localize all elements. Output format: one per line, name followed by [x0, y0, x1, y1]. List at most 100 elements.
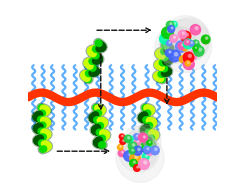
Circle shape: [123, 140, 124, 141]
Circle shape: [188, 51, 197, 60]
Circle shape: [140, 145, 142, 147]
Circle shape: [169, 42, 171, 43]
Circle shape: [138, 148, 140, 151]
Circle shape: [174, 23, 176, 24]
Circle shape: [169, 51, 171, 53]
Circle shape: [195, 47, 197, 48]
Circle shape: [202, 36, 209, 44]
Circle shape: [120, 139, 126, 144]
Circle shape: [179, 56, 186, 63]
Circle shape: [136, 135, 138, 137]
Circle shape: [137, 166, 139, 168]
Circle shape: [188, 41, 194, 46]
Circle shape: [190, 25, 200, 35]
Circle shape: [147, 147, 150, 150]
Circle shape: [140, 135, 147, 142]
Circle shape: [194, 44, 201, 51]
Circle shape: [129, 148, 135, 154]
Circle shape: [133, 161, 135, 163]
Circle shape: [196, 41, 197, 43]
Circle shape: [199, 48, 202, 51]
Circle shape: [191, 42, 193, 43]
Circle shape: [155, 148, 157, 150]
Circle shape: [119, 134, 124, 139]
Circle shape: [118, 131, 159, 172]
Circle shape: [143, 136, 145, 138]
Circle shape: [117, 145, 123, 150]
Circle shape: [149, 150, 151, 152]
Circle shape: [188, 41, 191, 44]
Circle shape: [118, 150, 125, 157]
Circle shape: [206, 37, 208, 39]
Circle shape: [181, 43, 184, 46]
Circle shape: [128, 125, 161, 158]
Circle shape: [206, 38, 208, 40]
Circle shape: [127, 136, 133, 142]
Circle shape: [147, 140, 152, 145]
Circle shape: [149, 141, 151, 143]
Circle shape: [130, 153, 140, 163]
Circle shape: [184, 40, 190, 45]
Circle shape: [124, 137, 157, 169]
Circle shape: [167, 18, 210, 61]
Circle shape: [183, 52, 194, 63]
Circle shape: [155, 27, 192, 64]
Circle shape: [129, 153, 132, 156]
Circle shape: [133, 144, 135, 146]
Circle shape: [181, 31, 191, 41]
Circle shape: [182, 46, 187, 51]
Circle shape: [143, 146, 152, 154]
Circle shape: [146, 155, 147, 157]
Circle shape: [194, 46, 204, 56]
Circle shape: [181, 57, 189, 64]
Circle shape: [122, 126, 154, 158]
Circle shape: [159, 34, 170, 44]
Circle shape: [188, 54, 191, 57]
Circle shape: [124, 135, 132, 143]
Circle shape: [116, 134, 164, 182]
Circle shape: [128, 137, 130, 139]
Circle shape: [143, 135, 145, 137]
Circle shape: [165, 36, 168, 39]
Circle shape: [170, 35, 177, 42]
Circle shape: [192, 53, 195, 55]
Circle shape: [185, 33, 188, 36]
Circle shape: [178, 30, 187, 39]
Circle shape: [124, 151, 134, 161]
Circle shape: [165, 49, 173, 57]
Circle shape: [185, 61, 190, 66]
Circle shape: [178, 42, 185, 50]
Circle shape: [128, 142, 137, 150]
Circle shape: [169, 50, 181, 62]
Circle shape: [171, 21, 177, 28]
Circle shape: [130, 137, 132, 139]
Circle shape: [135, 139, 141, 145]
Circle shape: [144, 146, 150, 153]
Circle shape: [159, 20, 212, 73]
Circle shape: [167, 29, 171, 33]
Circle shape: [173, 36, 176, 38]
Circle shape: [166, 21, 174, 29]
Circle shape: [168, 26, 175, 33]
Circle shape: [135, 155, 138, 158]
Circle shape: [134, 134, 140, 140]
Circle shape: [187, 41, 188, 42]
Circle shape: [137, 140, 139, 142]
Circle shape: [183, 58, 194, 70]
Circle shape: [174, 53, 178, 56]
Circle shape: [185, 47, 186, 48]
Circle shape: [151, 146, 159, 155]
Circle shape: [120, 146, 122, 147]
Circle shape: [166, 41, 172, 46]
Circle shape: [136, 143, 143, 150]
Circle shape: [183, 39, 193, 49]
Circle shape: [197, 46, 199, 47]
Circle shape: [183, 57, 184, 59]
Circle shape: [162, 15, 209, 62]
Circle shape: [201, 35, 210, 44]
Circle shape: [134, 165, 140, 171]
Circle shape: [182, 32, 185, 34]
Circle shape: [130, 160, 137, 167]
Circle shape: [138, 133, 147, 142]
Circle shape: [147, 149, 153, 155]
